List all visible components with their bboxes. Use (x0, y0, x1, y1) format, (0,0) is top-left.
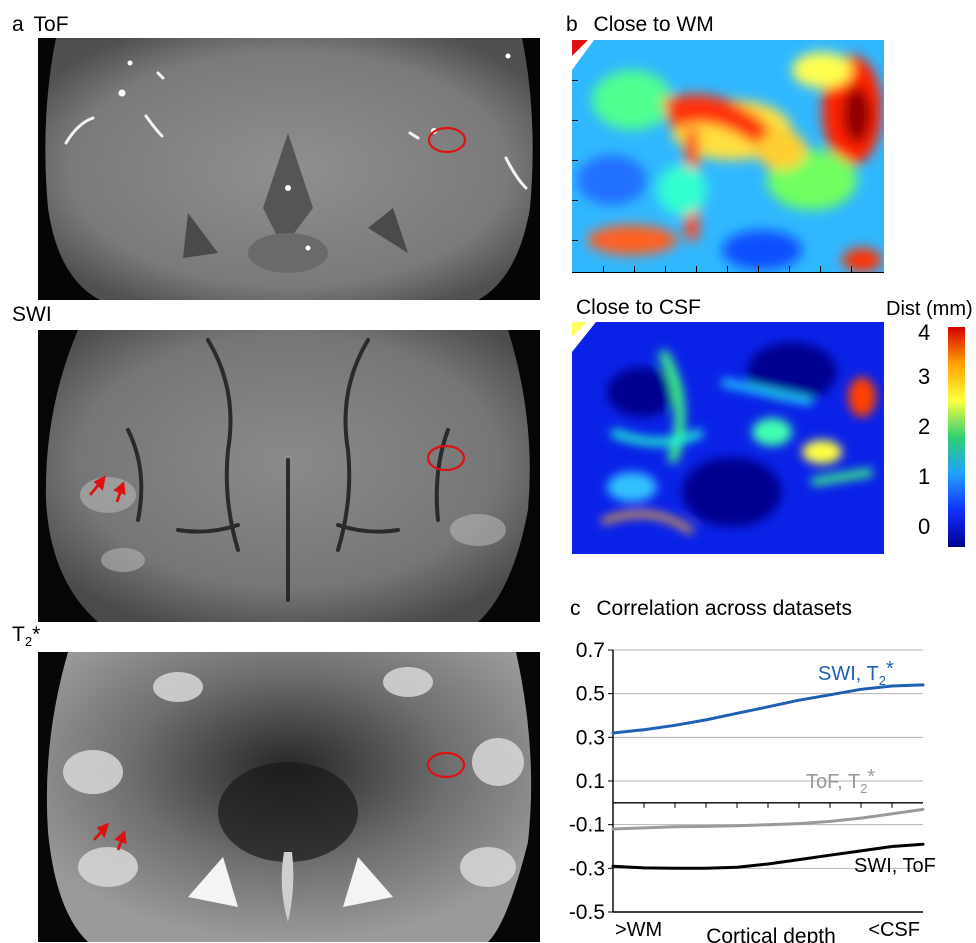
series-label: ToF, T2* (806, 766, 875, 796)
panel-letter-c: c (570, 597, 581, 620)
y-tick-label: 0.1 (576, 770, 605, 793)
y-tick-label: 0.3 (576, 726, 605, 749)
series-line (611, 807, 925, 831)
swi-image (38, 330, 540, 622)
colorbar-tick-0: 0 (918, 514, 931, 539)
tof-image (38, 38, 540, 300)
chart-title: Correlation across datasets (596, 597, 852, 620)
colorbar-tick-1: 1 (918, 464, 931, 489)
y-tick-label: -0.5 (569, 901, 605, 924)
series-line (611, 842, 925, 870)
panel-letter-a: a (12, 13, 24, 36)
correlation-chart: 0.7 0.5 0.3 0.1 -0.1 -0.3 -0.5 SWI, T2* ToF, T2*… (569, 639, 936, 943)
series-label: SWI, ToF (854, 855, 936, 877)
panel-letter-b: b (566, 13, 578, 36)
t2-arrows (92, 822, 127, 851)
y-tick-label: -0.1 (569, 814, 605, 837)
colorbar-tick-3: 3 (918, 364, 931, 389)
wm-heatmap (572, 40, 884, 272)
tof-title: ToF (33, 13, 69, 36)
y-tick-label: -0.3 (569, 857, 605, 880)
colorbar-title: Dist (mm) (886, 298, 973, 320)
t2-title: T2* (12, 623, 40, 654)
colorbar-tick-4: 4 (918, 320, 931, 345)
csf-title: Close to CSF (576, 296, 701, 319)
x-tick-label-wm: >WM (615, 919, 662, 941)
series-line (611, 683, 925, 735)
t2-image (38, 652, 540, 942)
panel-b-wm-label: b Close to WM (566, 13, 714, 37)
swi-title: SWI (12, 303, 52, 326)
t2-roi-circle (426, 751, 466, 779)
x-axis-title: Cortical depth (706, 925, 836, 943)
wm-title: Close to WM (593, 13, 714, 36)
panel-c-title: c Correlation across datasets (570, 597, 852, 621)
panel-a-tof-label: a ToF (12, 13, 69, 37)
t2-title-sub: 2 (24, 634, 33, 650)
swi-arrows (88, 475, 126, 503)
t2-title-main: T (12, 623, 25, 646)
y-tick-label: 0.7 (576, 639, 605, 662)
t2-title-sup: * (32, 623, 41, 646)
tof-roi-circle (427, 126, 467, 154)
y-tick-label: 0.5 (576, 683, 605, 706)
swi-roi-circle (426, 444, 466, 472)
x-tick-label-csf: <CSF (868, 919, 920, 941)
colorbar (948, 327, 965, 547)
series-label: SWI, T2* (818, 658, 894, 688)
colorbar-tick-2: 2 (918, 414, 931, 439)
csf-heatmap (572, 322, 884, 554)
